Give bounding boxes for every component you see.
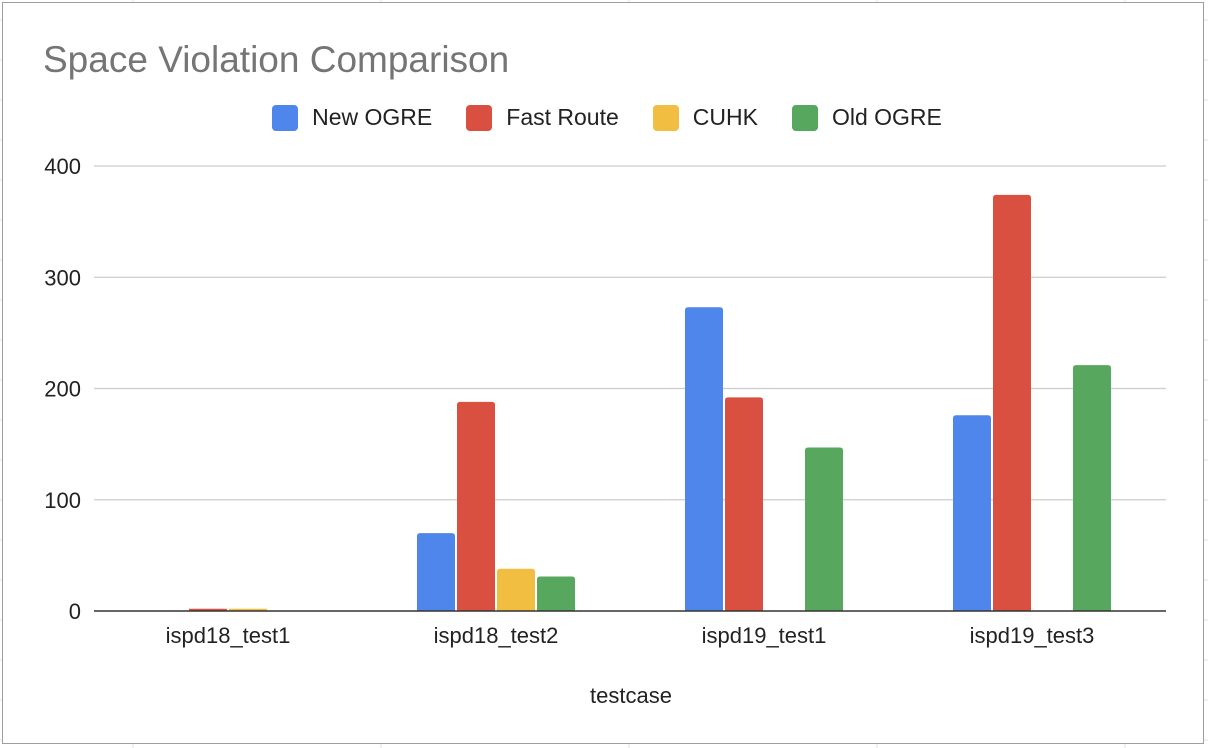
bar-old-ogre-ispd19_test1 <box>805 447 843 611</box>
legend-label-fast-route: Fast Route <box>506 104 619 130</box>
legend-label-new-ogre: New OGRE <box>312 104 433 130</box>
chart-title: Space Violation Comparison <box>43 39 510 80</box>
x-axis-label: testcase <box>590 683 672 708</box>
bar-old-ogre-ispd18_test2 <box>537 576 575 611</box>
y-tick-label-400: 400 <box>44 154 81 179</box>
legend-item-cuhk[interactable]: CUHK <box>652 104 758 131</box>
y-tick-label-300: 300 <box>44 265 81 290</box>
legend-swatch-fast-route <box>466 104 493 131</box>
x-tick-label-ispd18_test1: ispd18_test1 <box>166 623 291 648</box>
legend-label-old-ogre: Old OGRE <box>831 104 942 130</box>
chart-legend: New OGRE Fast Route CUHK Old OGRE <box>3 104 1208 131</box>
bar-new-ogre-ispd19_test3 <box>953 415 991 611</box>
x-tick-label-ispd19_test3: ispd19_test3 <box>970 623 1095 648</box>
bar-fast-route-ispd19_test3 <box>993 194 1031 612</box>
y-tick-label-200: 200 <box>44 377 81 402</box>
legend-item-old-ogre[interactable]: Old OGRE <box>791 104 942 131</box>
bar-new-ogre-ispd19_test1 <box>685 307 723 611</box>
bar-new-ogre-ispd18_test2 <box>417 533 455 611</box>
bar-cuhk-ispd18_test2 <box>497 568 535 611</box>
y-tick-label-100: 100 <box>44 488 81 513</box>
legend-item-fast-route[interactable]: Fast Route <box>466 104 619 131</box>
legend-swatch-old-ogre <box>791 104 818 131</box>
y-tick-label-0: 0 <box>69 599 81 624</box>
plot-area: 0 100 200 300 400 ispd18_test1 ispd18_test2 isp… <box>44 154 1166 648</box>
x-tick-label-ispd18_test2: ispd18_test2 <box>434 623 559 648</box>
x-tick-label-ispd19_test1: ispd19_test1 <box>702 623 827 648</box>
legend-item-new-ogre[interactable]: New OGRE <box>272 104 432 131</box>
bar-fast-route-ispd18_test2 <box>457 401 495 611</box>
bar-fast-route-ispd19_test1 <box>725 397 763 611</box>
legend-swatch-cuhk <box>652 104 679 131</box>
bar-old-ogre-ispd19_test3 <box>1073 365 1111 611</box>
legend-label-cuhk: CUHK <box>692 104 758 130</box>
legend-swatch-new-ogre <box>272 104 299 131</box>
